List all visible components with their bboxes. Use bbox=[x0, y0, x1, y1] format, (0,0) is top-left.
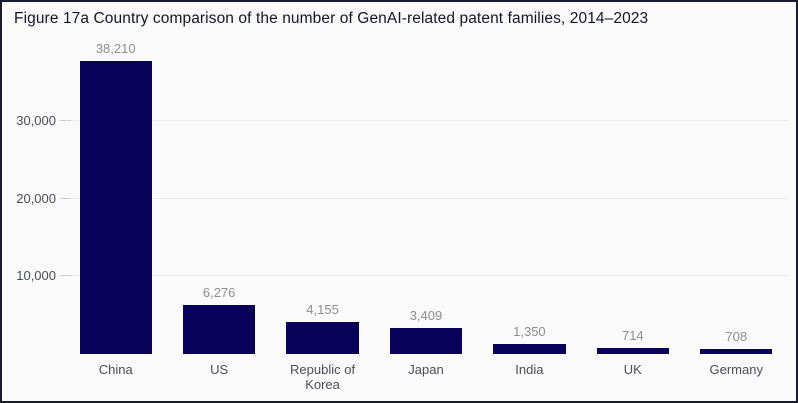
bar-value-label: 6,276 bbox=[202, 285, 236, 301]
bar-group-germany: 708 bbox=[685, 42, 788, 354]
bar-group-china: 38,210 bbox=[64, 42, 167, 354]
gridline bbox=[64, 120, 788, 122]
bar-series: 38,210 6,276 4,155 3,409 1,350 714 708 bbox=[64, 42, 788, 354]
y-tick-mark bbox=[60, 275, 71, 277]
x-category-label: Republic of Korea bbox=[290, 362, 356, 392]
bar bbox=[182, 305, 256, 354]
bar bbox=[79, 61, 152, 354]
y-tick-mark bbox=[60, 197, 71, 199]
gridline bbox=[64, 275, 788, 277]
bar-group-republic-of-korea: 4,155 bbox=[271, 42, 374, 354]
x-category-label: India bbox=[515, 362, 544, 377]
gridline bbox=[64, 197, 788, 199]
bar bbox=[596, 348, 670, 354]
bar-value-label: 708 bbox=[725, 328, 748, 344]
bar-group-us: 6,276 bbox=[167, 42, 270, 354]
bar-value-label: 4,155 bbox=[306, 301, 339, 317]
x-category-label: US bbox=[210, 362, 229, 377]
bar-value-label: 714 bbox=[621, 328, 644, 344]
bar-group-uk: 714 bbox=[581, 42, 684, 354]
plot-area: 38,210 6,276 4,155 3,409 1,350 714 708 bbox=[60, 42, 788, 354]
bar bbox=[389, 327, 463, 354]
bar-value-label: 38,210 bbox=[95, 41, 136, 56]
y-tick-label: 10,000 bbox=[16, 268, 56, 284]
x-category-label: China bbox=[98, 362, 133, 377]
x-category-label: Japan bbox=[408, 362, 444, 377]
bar bbox=[493, 343, 566, 354]
x-category-label: UK bbox=[623, 362, 642, 377]
y-tick-label: 30,000 bbox=[16, 113, 56, 129]
x-axis: China US Republic of Korea Japan India UK Germ… bbox=[64, 362, 788, 392]
bar-value-label: 3,409 bbox=[409, 307, 443, 323]
bar bbox=[286, 321, 359, 354]
x-category-label: Germany bbox=[709, 362, 763, 377]
y-axis: 10,000 20,000 30,000 bbox=[2, 42, 64, 354]
bar-group-japan: 3,409 bbox=[374, 42, 477, 354]
bar bbox=[700, 348, 773, 354]
y-tick-mark bbox=[60, 120, 71, 122]
chart-title: Figure 17a Country comparison of the num… bbox=[14, 10, 649, 27]
bar-value-label: 1,350 bbox=[513, 323, 546, 339]
bar-group-india: 1,350 bbox=[478, 42, 581, 354]
y-tick-label: 20,000 bbox=[16, 190, 56, 206]
